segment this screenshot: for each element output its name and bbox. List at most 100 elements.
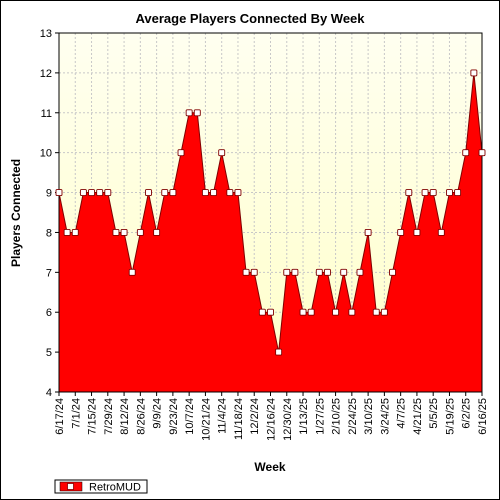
data-point <box>275 348 283 356</box>
data-point <box>299 308 307 316</box>
data-point <box>380 308 388 316</box>
data-point <box>79 189 87 197</box>
y-axis-title: Players Connected <box>9 159 23 267</box>
data-point <box>372 308 380 316</box>
x-tick-label: 12/2/24 <box>249 398 261 435</box>
x-tick-label: 4/7/25 <box>396 398 408 429</box>
data-point <box>96 189 104 197</box>
data-point <box>332 308 340 316</box>
legend-marker <box>67 483 74 490</box>
data-point <box>462 149 470 157</box>
x-tick-label: 1/13/25 <box>298 398 310 435</box>
y-tick-label: 10 <box>40 148 52 160</box>
x-tick-label: 9/23/24 <box>168 398 180 435</box>
data-point <box>429 189 437 197</box>
data-point <box>88 189 95 197</box>
data-point <box>169 189 177 197</box>
x-tick-label: 7/1/24 <box>70 398 82 429</box>
data-point <box>112 228 120 236</box>
data-point <box>161 189 169 197</box>
data-point <box>315 268 323 276</box>
y-tick-labels: 4 5 6 7 8 9 10 11 12 13 <box>40 28 52 399</box>
data-point <box>226 189 234 197</box>
x-tick-label: 12/16/24 <box>266 398 278 441</box>
data-point <box>218 149 226 157</box>
x-tick-label: 12/30/24 <box>282 398 294 441</box>
chart-title: Average Players Connected By Week <box>135 11 365 26</box>
data-point <box>55 189 63 197</box>
data-point <box>210 189 218 197</box>
x-tick-label: 6/16/25 <box>477 398 489 435</box>
data-point <box>348 308 356 316</box>
data-point <box>242 268 250 276</box>
x-tick-label: 6/17/24 <box>54 398 66 435</box>
data-point <box>413 228 421 236</box>
data-point <box>201 189 209 197</box>
data-point <box>389 268 396 276</box>
y-tick-label: 11 <box>41 108 52 120</box>
data-point <box>470 69 478 77</box>
x-tick-label: 9/9/24 <box>152 398 164 429</box>
y-tick-label: 12 <box>40 68 52 80</box>
x-tick-label: 5/19/25 <box>444 398 456 435</box>
y-tick-label: 6 <box>46 307 52 319</box>
x-tick-label: 1/27/25 <box>314 398 326 435</box>
data-point <box>145 189 152 197</box>
x-tick-label: 5/5/25 <box>428 398 440 429</box>
x-tick-label: 7/15/24 <box>87 398 99 435</box>
data-point <box>446 189 453 197</box>
x-tick-label: 6/2/25 <box>461 398 473 429</box>
data-point <box>71 228 79 236</box>
y-tick-label: 13 <box>40 28 52 40</box>
data-point <box>421 189 429 197</box>
y-tick-label: 7 <box>46 267 52 279</box>
plot-border <box>58 32 483 393</box>
data-point <box>258 308 266 316</box>
legend: RetroMUD <box>54 479 148 494</box>
y-tick-label: 4 <box>46 387 52 399</box>
x-tick-label: 2/24/25 <box>347 398 359 435</box>
data-point <box>307 308 315 316</box>
data-point <box>364 228 372 236</box>
x-tick-label: 11/18/24 <box>233 398 245 440</box>
data-point <box>128 268 136 276</box>
data-markers <box>55 69 486 356</box>
data-point <box>63 228 71 236</box>
data-point <box>397 228 405 236</box>
data-point <box>356 268 364 276</box>
x-tick-label: 3/10/25 <box>363 398 375 435</box>
x-tick-label: 10/7/24 <box>184 398 196 435</box>
x-tick-label: 8/26/24 <box>135 398 147 435</box>
data-point <box>267 308 274 316</box>
y-tick-label: 9 <box>46 188 52 200</box>
x-tick-label: 4/21/25 <box>412 398 424 435</box>
y-tick-label: 8 <box>46 227 52 239</box>
legend-label: RetroMUD <box>89 482 141 494</box>
x-tick-labels: 6/17/24 7/1/24 7/15/24 7/29/24 8/12/24 8/26/2… <box>54 398 489 441</box>
y-tick-label: 5 <box>46 347 52 359</box>
data-point <box>104 189 112 197</box>
x-tick-label: 10/21/24 <box>200 398 212 441</box>
data-point <box>283 268 291 276</box>
x-tick-label: 11/4/24 <box>217 398 229 434</box>
data-point <box>437 228 445 236</box>
data-point <box>291 268 299 276</box>
data-point <box>193 109 201 117</box>
data-point <box>153 228 161 236</box>
data-point <box>478 149 486 157</box>
x-tick-label: 7/29/24 <box>103 398 115 435</box>
x-tick-label: 3/24/25 <box>379 398 391 435</box>
data-point <box>234 189 242 197</box>
data-point <box>177 149 185 157</box>
data-point <box>120 228 128 236</box>
x-axis-title: Week <box>254 460 285 474</box>
data-point <box>185 109 193 117</box>
data-point <box>454 189 462 197</box>
data-point <box>405 189 413 197</box>
x-tick-label: 2/10/25 <box>331 398 343 435</box>
x-tick-label: 8/12/24 <box>119 398 131 435</box>
data-point <box>250 268 258 276</box>
data-point <box>323 268 331 276</box>
